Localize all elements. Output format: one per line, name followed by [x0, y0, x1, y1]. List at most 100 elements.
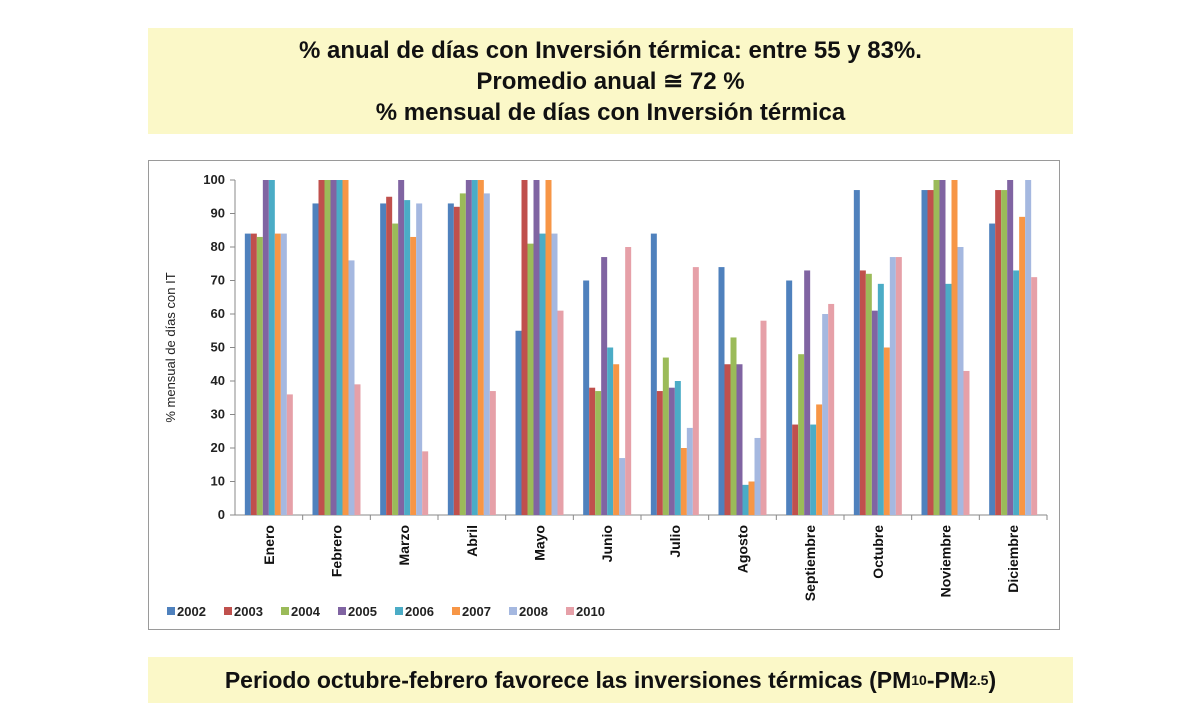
y-tick-label: 20: [211, 440, 225, 455]
title-line-1: % anual de días con Inversión térmica: e…: [299, 36, 922, 64]
bar-2003-marzo: [386, 196, 393, 515]
bar-2004-febrero: [324, 180, 331, 515]
bar-2007-junio: [613, 364, 620, 515]
bar-2005-enero: [262, 180, 269, 515]
bar-2007-febrero: [342, 180, 349, 515]
legend-swatch-2002: [167, 607, 175, 615]
y-tick-label: 40: [211, 373, 225, 388]
legend-label-2002: 2002: [177, 604, 206, 619]
y-tick-label: 50: [211, 340, 225, 355]
legend-swatch-2003: [224, 607, 232, 615]
bar-2008-febrero: [348, 260, 355, 515]
bar-2004-junio: [595, 391, 602, 515]
y-tick-label: 10: [211, 474, 225, 489]
bar-2006-febrero: [336, 180, 343, 515]
x-tick-label-septiembre: Septiembre: [802, 525, 818, 601]
bar-2007-enero: [274, 233, 281, 515]
bar-2005-abril: [465, 180, 472, 515]
legend-swatch-2005: [338, 607, 346, 615]
bar-2002-mayo: [515, 330, 522, 515]
legend-swatch-2008: [509, 607, 517, 615]
bar-2002-febrero: [312, 203, 319, 515]
bar-2010-abril: [489, 391, 496, 515]
legend-label-2004: 2004: [291, 604, 321, 619]
bar-2010-diciembre: [1031, 277, 1038, 515]
legend-label-2010: 2010: [576, 604, 605, 619]
bar-2002-abril: [447, 203, 454, 515]
bar-2010-agosto: [760, 320, 767, 515]
bar-2003-febrero: [318, 180, 325, 515]
bar-2007-diciembre: [1019, 216, 1026, 515]
bar-2008-noviembre: [957, 247, 964, 515]
x-tick-label-enero: Enero: [261, 525, 277, 565]
bar-2008-julio: [686, 427, 693, 515]
bar-2010-enero: [286, 394, 293, 515]
bar-2003-noviembre: [927, 190, 934, 516]
legend-label-2008: 2008: [519, 604, 548, 619]
bar-2007-septiembre: [816, 404, 823, 515]
bar-2003-junio: [589, 387, 596, 515]
x-tick-label-junio: Junio: [599, 525, 615, 562]
x-tick-label-abril: Abril: [464, 525, 480, 557]
bar-2010-junio: [625, 247, 632, 515]
bar-2005-diciembre: [1007, 180, 1014, 515]
bar-2005-marzo: [398, 180, 405, 515]
bar-2004-septiembre: [798, 354, 805, 515]
footer-text: Periodo octubre-febrero favorece las inv…: [224, 666, 912, 693]
x-tick-label-diciembre: Diciembre: [1005, 525, 1021, 593]
bar-2008-diciembre: [1025, 180, 1032, 515]
bar-2003-septiembre: [792, 424, 799, 515]
bar-2005-mayo: [533, 180, 540, 515]
x-tick-label-febrero: Febrero: [329, 525, 345, 577]
y-tick-label: 90: [211, 206, 225, 221]
footer-sub-pm25: 2.5: [969, 672, 989, 688]
y-tick-label: 0: [218, 507, 225, 522]
bar-2008-junio: [619, 458, 626, 515]
bar-2004-diciembre: [1001, 190, 1008, 516]
bar-2006-abril: [471, 180, 478, 515]
title-line-2: Promedio anual ≅ 72 %: [476, 67, 745, 95]
bar-2005-septiembre: [804, 270, 811, 515]
bar-2010-octubre: [895, 257, 902, 515]
bar-2006-julio: [674, 381, 681, 515]
bar-2006-enero: [268, 180, 275, 515]
title-line-3: % mensual de días con Inversión térmica: [375, 98, 846, 126]
bar-2004-mayo: [527, 243, 534, 515]
bar-2004-enero: [256, 236, 263, 515]
bar-2003-mayo: [521, 180, 528, 515]
bar-2010-noviembre: [963, 370, 970, 515]
y-tick-label: 100: [203, 172, 225, 187]
bar-2005-noviembre: [939, 180, 946, 515]
bar-2002-noviembre: [921, 190, 928, 516]
legend-label-2003: 2003: [234, 604, 263, 619]
bar-2003-diciembre: [995, 190, 1002, 516]
bar-2002-julio: [650, 233, 657, 515]
legend-label-2007: 2007: [462, 604, 491, 619]
bar-2006-octubre: [877, 283, 884, 515]
chart-frame: 0 10 20 30 40 50 60 70 80 90 100 % mensual de días …: [148, 160, 1060, 630]
legend-label-2006: 2006: [405, 604, 434, 619]
bar-2008-septiembre: [822, 314, 829, 515]
bar-2008-agosto: [754, 437, 761, 515]
bar-2007-abril: [477, 180, 484, 515]
y-tick-label: 70: [211, 273, 225, 288]
y-tick-label: 60: [211, 306, 225, 321]
bar-2004-agosto: [730, 337, 737, 515]
bar-2006-diciembre: [1013, 270, 1020, 515]
footer-close: ): [988, 666, 997, 693]
bar-2007-julio: [680, 448, 687, 515]
y-tick-label: 80: [211, 239, 225, 254]
x-tick-label-julio: Julio: [667, 525, 683, 558]
bar-2010-marzo: [422, 451, 429, 515]
bar-2002-octubre: [853, 190, 860, 516]
legend-swatch-2007: [452, 607, 460, 615]
x-tick-label-octubre: Octubre: [870, 525, 886, 579]
bar-2006-marzo: [404, 200, 411, 515]
bar-2003-enero: [250, 233, 257, 515]
bar-2010-febrero: [354, 384, 361, 515]
bar-2008-octubre: [889, 257, 896, 515]
bar-2005-febrero: [330, 180, 337, 515]
bar-2006-septiembre: [810, 424, 817, 515]
bar-2010-mayo: [557, 310, 564, 515]
bar-2006-junio: [607, 347, 614, 515]
